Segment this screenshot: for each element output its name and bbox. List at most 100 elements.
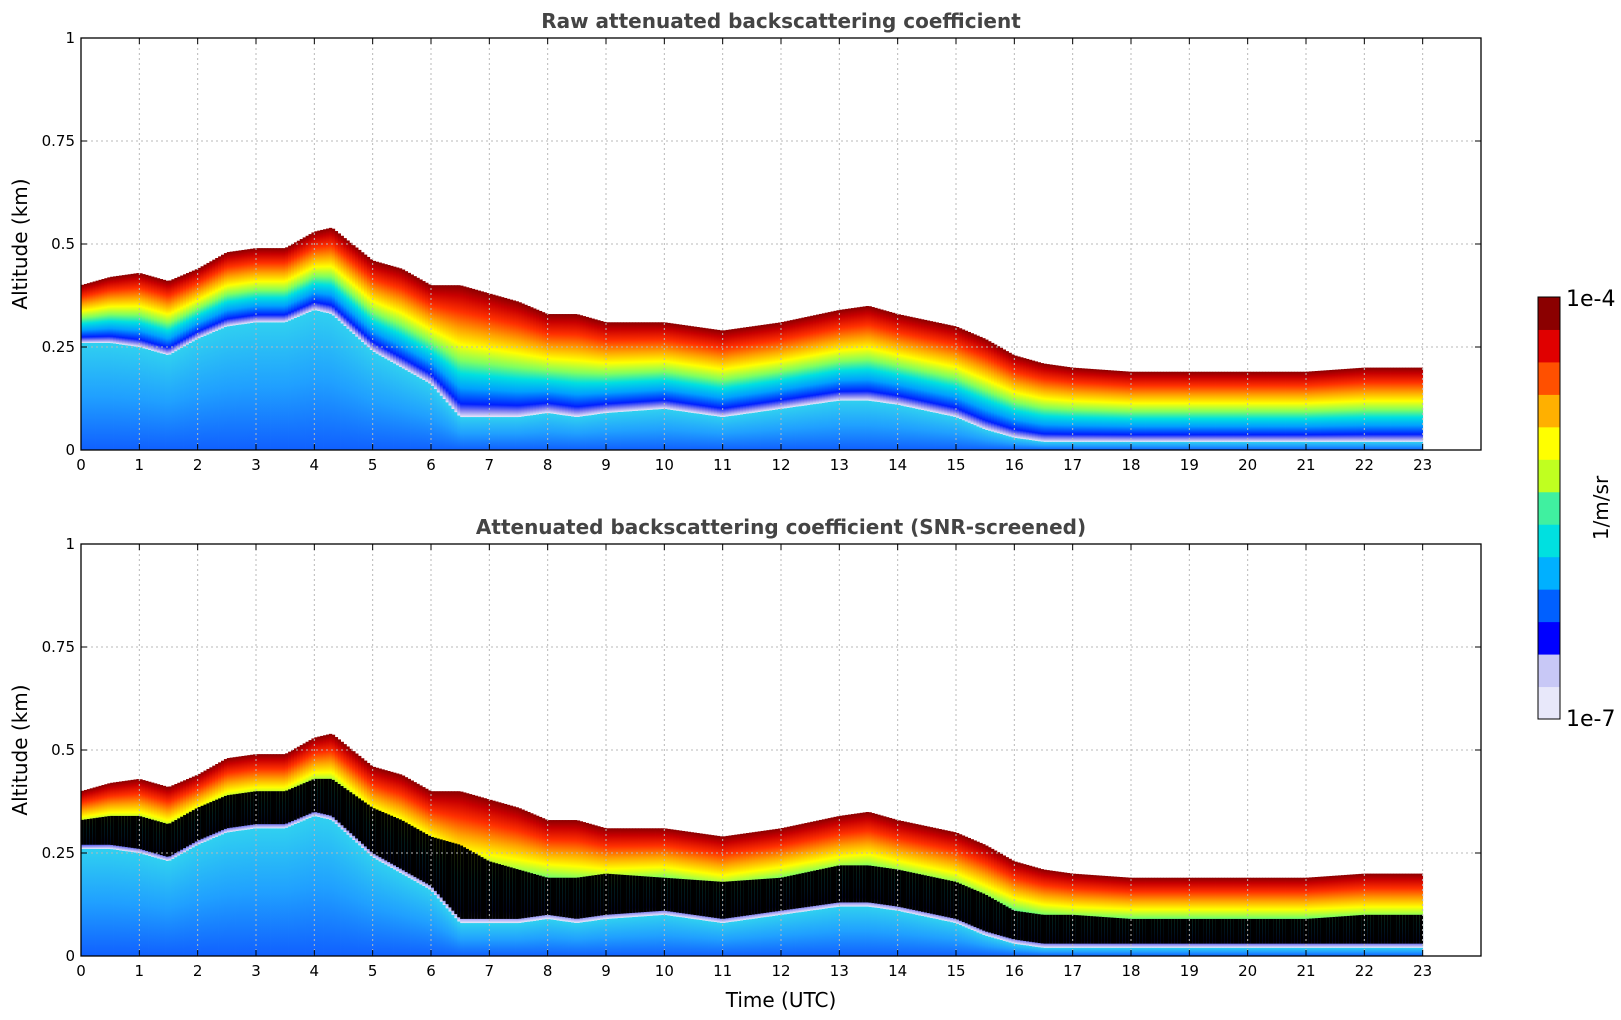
heatmap-layer-column [961,329,966,421]
heatmap-layer-column [824,818,829,909]
heatmap-layer-column [1271,877,1275,948]
heatmap-layer-column [328,227,333,314]
heatmap-screened-core-column [1154,918,1158,944]
heatmap-lower-column [702,414,706,450]
x-tick-label: 10 [655,456,674,474]
heatmap-lower-column [921,409,925,450]
heatmap-layer-column [121,275,126,345]
heatmap-lower-column [483,417,487,450]
heatmap-screened-core-column [1166,918,1170,944]
heatmap-screened-core-column [649,876,654,912]
heatmap-layer-column [1402,873,1406,948]
heatmap-screened-core-column [1320,917,1324,944]
heatmap-lower-column [1128,441,1132,450]
heatmap-lower-column [530,921,534,956]
heatmap-lower-column [985,429,989,450]
heatmap-lower-column [1058,441,1062,450]
heatmap-lower-column [107,342,111,450]
heatmap-layer-column [1008,858,1012,943]
heatmap-screened-core-column [1023,912,1027,941]
heatmap-lower-column [148,349,152,450]
heatmap-lower-column [273,828,277,956]
heatmap-screened-core-column [1034,913,1039,943]
heatmap-lower-column [1040,947,1044,956]
heatmap-layer-column [1341,369,1345,442]
heatmap-lower-column [646,915,651,956]
heatmap-lower-column [763,917,767,956]
heatmap-lower-column [906,406,910,450]
heatmap-lower-column [372,351,376,450]
heatmap-layer-column [807,316,811,405]
heatmap-layer-column [1352,368,1356,442]
heatmap-layer-column [270,248,274,323]
heatmap-lower-column [538,413,543,450]
heatmap-lower-column [498,923,502,956]
heatmap-lower-column [1116,947,1120,956]
heatmap-layer-column [323,229,327,313]
heatmap-layer-column [766,830,770,917]
heatmap-layer-column [1306,371,1310,442]
heatmap-lower-column [366,853,371,956]
heatmap-lower-column [1373,441,1377,450]
heatmap-screened-core-column [693,879,697,916]
heatmap-layer-column [568,314,572,417]
heatmap-screened-core-column [130,815,134,848]
heatmap-screened-core-column [1093,916,1097,944]
heatmap-lower-column [1177,947,1181,956]
heatmap-screened-core-column [585,876,589,918]
heatmap-screened-core-column [378,810,382,858]
heatmap-lower-column [1314,947,1319,956]
heatmap-layer-column [1212,371,1216,442]
heatmap-lower-column [816,403,820,450]
heatmap-layer-column [880,815,884,909]
heatmap-lower-column [836,906,840,956]
heatmap-screened-core-column [781,877,785,911]
heatmap-lower-column [148,855,152,956]
heatmap-screened-core-column [1026,912,1030,942]
heatmap-layer-column [1370,873,1374,948]
heatmap-lower-column [381,862,385,956]
heatmap-layer-column [1081,368,1085,442]
heatmap-lower-column [1268,441,1272,450]
heatmap-screened-core-column [442,840,446,901]
heatmap-lower-column [226,326,231,450]
heatmap-layer-column [381,263,385,357]
heatmap-lower-column [503,417,508,450]
y-tick-label: 0.5 [51,741,75,759]
heatmap-layer-column [1040,869,1044,948]
heatmap-layer-column [699,833,703,920]
heatmap-layer-column [1119,370,1123,442]
heatmap-layer-column [836,816,840,907]
heatmap-lower-column [801,405,805,450]
heatmap-lower-column [938,413,942,450]
heatmap-layer-column [468,288,473,418]
heatmap-layer-column [1259,371,1263,442]
heatmap-layer-column [985,845,989,936]
heatmap-lower-column [480,417,484,450]
heatmap-lower-column [763,411,767,450]
heatmap-screened-core-column [1381,914,1386,944]
heatmap-screened-core-column [133,815,137,849]
heatmap-layer-column [296,746,301,823]
colorbar-bin [1538,297,1560,330]
heatmap-lower-column [1259,947,1263,956]
heatmap-lower-column [454,918,458,956]
heatmap-screened-core-column [880,867,884,905]
heatmap-screened-core-column [489,861,493,919]
heatmap-screened-core-column [696,880,700,916]
heatmap-layer-column [772,323,776,410]
heatmap-lower-column [728,416,732,450]
heatmap-lower-column [212,837,216,956]
heatmap-lower-column [139,347,143,450]
heatmap-layer-column [1128,371,1132,442]
heatmap-lower-column [833,401,837,450]
heatmap-screened-core-column [912,872,916,910]
y-tick-label: 0 [65,947,75,965]
heatmap-screened-core-column [1276,918,1281,944]
heatmap-layer-column [789,320,794,408]
heatmap-lower-column [553,413,557,450]
heatmap-screened-core-column [238,793,242,827]
heatmap-layer-column [1174,877,1179,948]
heatmap-screened-core-column [209,802,213,836]
heatmap-lower-column [970,929,974,956]
